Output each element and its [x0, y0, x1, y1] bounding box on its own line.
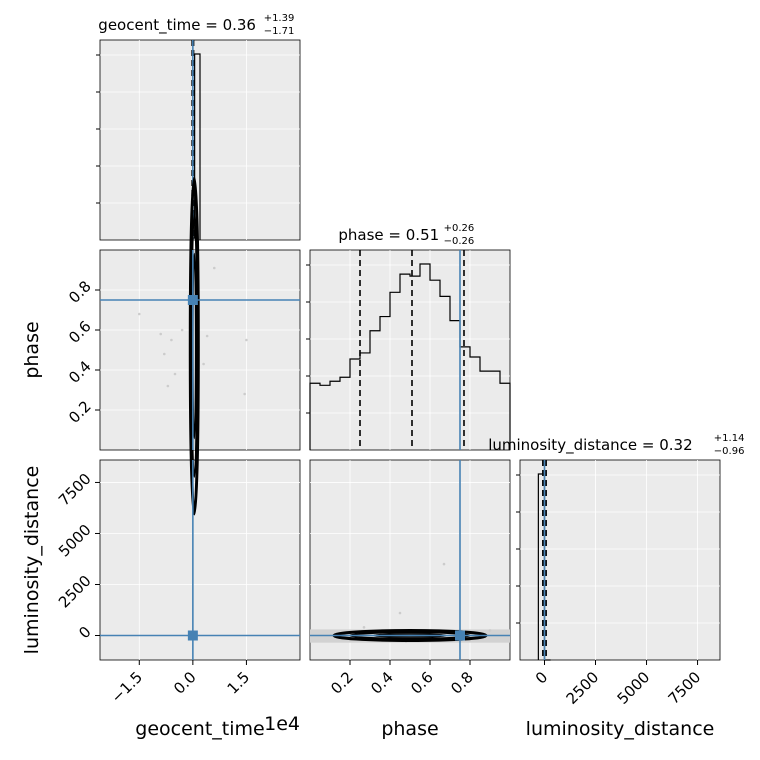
y-tick-label: 5000	[55, 521, 95, 561]
panel-phase-luminosity_distance	[309, 459, 511, 661]
x-tick-label: 1.5	[224, 668, 254, 698]
panel-phase-phase	[309, 249, 511, 451]
density-band	[191, 250, 198, 450]
scatter-point	[362, 626, 366, 629]
title-phase: phase = 0.51 +0.26 −0.26	[338, 223, 474, 247]
histogram-phase	[309, 263, 511, 450]
x-tick-label: 0.4	[367, 668, 397, 698]
scatter-point	[442, 562, 446, 566]
y-tick-label: 2500	[55, 572, 95, 612]
x-tick-label: −1.5	[108, 668, 146, 706]
y-tick-label: 0	[75, 623, 94, 642]
scatter-point	[166, 384, 170, 388]
contour-ring	[188, 176, 200, 516]
scatter-point	[212, 266, 216, 270]
title-sup: +1.39	[264, 13, 295, 24]
x-tick-label: 0.8	[447, 668, 477, 698]
x-axis-label-phase: phase	[381, 718, 438, 740]
title-sup: +1.14	[714, 433, 745, 444]
scatter-point	[398, 611, 402, 615]
x-axis-label-geocent_time: geocent_time	[135, 718, 264, 740]
title-label: geocent_time = 0.36	[98, 16, 256, 35]
panel-backgrounds	[99, 39, 721, 661]
truth-marker	[187, 295, 198, 305]
title-sup: +0.26	[444, 223, 475, 234]
y-tick-label: 0.2	[65, 397, 95, 427]
y-axis-label-luminosity_distance: luminosity_distance	[21, 466, 43, 655]
plot-data	[95, 40, 699, 665]
scatter-point	[245, 338, 248, 342]
title-sub: −1.71	[264, 26, 295, 37]
x-tick-label: 0.2	[327, 668, 357, 698]
x-tick-label: 5000	[614, 668, 654, 708]
scatter-point	[159, 332, 163, 336]
x-tick-label: 0	[532, 668, 551, 687]
truth-marker	[187, 630, 198, 641]
scatter-point	[162, 352, 166, 356]
scatter-point	[137, 312, 141, 316]
x-axis-label-luminosity_distance: luminosity_distance	[526, 718, 715, 740]
x-tick-label: 0.0	[170, 668, 200, 698]
scatter-point	[488, 629, 492, 632]
title-geocent_time: geocent_time = 0.36 +1.39 −1.71	[98, 13, 294, 37]
truth-marker	[455, 630, 465, 641]
scatter-point	[243, 392, 246, 396]
y-tick-label: 0.8	[65, 277, 95, 307]
scatter-point	[205, 334, 209, 338]
contour-ring	[190, 214, 198, 478]
panel-geocent_time-phase	[99, 249, 301, 451]
title-label: luminosity_distance = 0.32	[488, 436, 692, 455]
scatter-point	[170, 338, 173, 342]
scatter-point	[180, 328, 184, 332]
title-sub: −0.26	[444, 236, 475, 247]
scatter-point	[173, 372, 177, 376]
scatter-point	[202, 362, 205, 366]
x-tick-label: 0.6	[407, 668, 437, 698]
panel-luminosity_distance-luminosity_distance	[519, 459, 721, 661]
y-tick-label: 0.6	[65, 317, 95, 347]
title-sub: −0.96	[714, 446, 745, 457]
title-luminosity_distance: luminosity_distance = 0.32 +1.14 −0.96	[488, 433, 744, 457]
x-offset-text: 1e4	[264, 713, 300, 735]
y-tick-label: 0.4	[65, 357, 95, 387]
x-tick-label: 2500	[563, 668, 603, 708]
panel-geocent_time-luminosity_distance	[99, 459, 301, 661]
y-tick-label: 7500	[55, 470, 95, 510]
title-label: phase = 0.51	[338, 226, 439, 244]
x-tick-label: 7500	[665, 668, 705, 708]
y-axis-label-phase: phase	[21, 321, 43, 378]
